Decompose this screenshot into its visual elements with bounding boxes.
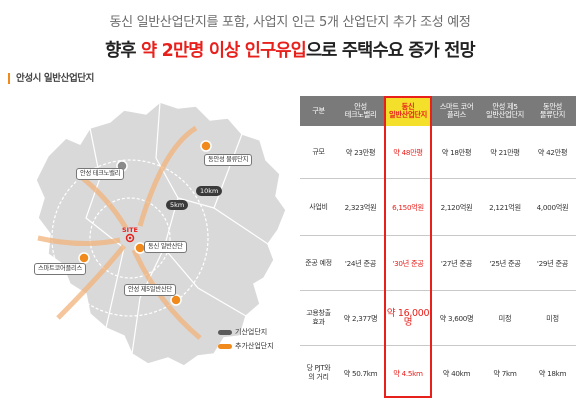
headline-title-pre: 향후 [105, 41, 142, 61]
table-cell: '24년 준공 [344, 258, 377, 268]
comparison-table: 구분 안성 테크노밸리 동신 일반산업단지 스마트 코어 플리스 안성 제5 일… [300, 96, 576, 400]
row-label: 사업비 [309, 202, 328, 211]
legend-swatch-additional [218, 343, 232, 349]
map-district-lines [85, 101, 269, 355]
table-header-row: 구분 안성 테크노밸리 동신 일반산업단지 스마트 코어 플리스 안성 제5 일… [300, 96, 576, 126]
pin-ansung5 [170, 294, 182, 306]
arrow-from-northeast [137, 125, 198, 227]
table-cell-highlight: '30년 준공 [392, 258, 424, 268]
table-cell: '25년 준공 [489, 258, 521, 268]
table-header-technovalley: 안성 테크노밸리 [344, 101, 377, 119]
table-cell: 약 18km [538, 368, 567, 378]
table-cell-highlight: 약 4.5km [393, 368, 423, 378]
table-cell: 약 3,600명 [439, 313, 474, 323]
site-marker [125, 233, 135, 243]
arrow-from-south [131, 248, 202, 340]
pin-smartcore [78, 252, 90, 264]
arrow-from-southwest [56, 244, 126, 320]
ring-label-10km: 10km [196, 186, 223, 196]
table-cell: 약 50.7km [343, 368, 378, 378]
row-label: 당 PJT와 의 거리 [306, 364, 331, 381]
ring-10km [51, 159, 209, 317]
site-marker-dot [128, 236, 132, 240]
row-label: 준공 예정 [305, 258, 332, 267]
table-header-smartcore: 스마트 코어 플리스 [439, 101, 474, 119]
pin-label-technovalley: 안성 테크노밸리 [76, 168, 125, 180]
table-header-dongansung: 동안성 물류단지 [539, 101, 566, 119]
arrow-from-west [37, 235, 121, 247]
arrow-from-northwest [78, 174, 129, 230]
table-cell: 2,120억원 [440, 202, 473, 212]
table-cell: 4,000억원 [536, 202, 569, 212]
table-cell: 약 18만평 [441, 147, 472, 157]
pin-label-smartcore: 스마트코어플리스 [34, 263, 86, 275]
table-cell: '29년 준공 [536, 258, 569, 268]
headline-title: 향후 약 2만명 이상 인구유입으로 주택수요 증가 전망 [0, 37, 580, 62]
table-row: 당 PJT와 의 거리 약 50.7km 약 4.5km 약 40km 약 7k… [300, 346, 576, 400]
site-label: SITE [122, 226, 138, 234]
pin-label-ansung5: 안성 제5일반산단 [124, 284, 176, 296]
ring-label-5km: 5km [166, 200, 189, 210]
pin-label-dongsin: 동신 일반산단 [144, 241, 187, 253]
table-cell: 약 21만평 [490, 147, 520, 157]
table-cell: 미정 [546, 313, 559, 323]
table-cell: 미정 [498, 313, 512, 323]
table-cell: 약 23만평 [345, 147, 376, 157]
table-row: 규모 약 23만평 약 48만평 약 18만평 약 21만평 약 42만평 [300, 126, 576, 179]
headline-title-post: 으로 주택수요 증가 전망 [305, 41, 476, 61]
table-cell-highlight: 약 16,000명 [386, 308, 430, 328]
headline-subtitle: 동신 일반산업단지를 포함, 사업지 인근 5개 산업단지 추가 조성 예정 [109, 15, 471, 30]
row-label: 고용창출 효과 [306, 309, 331, 326]
table-cell: '27년 준공 [440, 258, 473, 268]
table-header-dongsin: 동신 일반산업단지 [384, 96, 432, 126]
table-row: 준공 예정 '24년 준공 '30년 준공 '27년 준공 '25년 준공 '2… [300, 236, 576, 291]
table-cell-highlight: 약 48만평 [393, 147, 423, 157]
table-row: 고용창출 효과 약 2,377명 약 16,000명 약 3,600명 미정 미… [300, 291, 576, 346]
table-cell: 약 40km [442, 368, 471, 378]
table-cell: 약 2,377명 [343, 313, 378, 323]
table-header-category: 구분 [312, 105, 325, 115]
industrial-complex-map: 동안성 물류단지 안성 테크노밸리 스마트코어플리스 동신 일반산단 안성 제5… [28, 88, 290, 400]
table-cell: 2,121억원 [489, 202, 521, 212]
table-header-ansung5: 안성 제5 일반산업단지 [486, 101, 524, 119]
pin-label-dongansung: 동안성 물류단지 [204, 154, 253, 166]
map-region-shape [35, 101, 287, 367]
legend-swatch-existing [218, 329, 232, 335]
legend-label-existing: 기산업단지 [235, 328, 268, 336]
table-row: 사업비 2,323억원 6,150억원 2,120억원 2,121억원 4,00… [300, 179, 576, 236]
table-cell: 2,323억원 [344, 202, 377, 212]
legend-label-additional: 추가산업단지 [235, 342, 274, 350]
table-cell-highlight: 6,150억원 [392, 202, 424, 212]
headline-title-highlight: 약 2만명 이상 인구유입 [141, 41, 307, 61]
row-label: 규모 [312, 147, 325, 156]
pin-dongansung [200, 140, 212, 152]
legend-existing: 기산업단지 [218, 328, 267, 337]
ring-5km [89, 197, 171, 279]
table-cell: 약 42만평 [537, 147, 568, 157]
legend-additional: 추가산업단지 [218, 342, 274, 351]
table-cell: 약 7km [493, 368, 517, 378]
section-title: 안성시 일반산업단지 [8, 73, 94, 84]
